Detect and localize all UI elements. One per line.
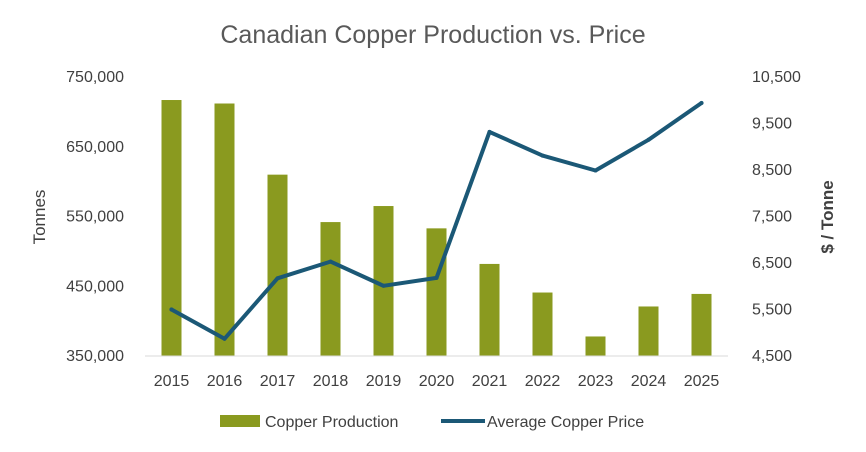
x-tick-label: 2021 bbox=[472, 373, 508, 390]
legend-label-average-copper-price: Average Copper Price bbox=[487, 414, 644, 431]
bar-series-copper-production bbox=[161, 100, 712, 356]
point-2023 bbox=[593, 168, 598, 173]
point-2020 bbox=[434, 275, 439, 280]
x-axis-ticks: 2015 2016 2017 2018 2019 2020 2021 2022 2023 2024… bbox=[154, 373, 720, 390]
point-2024 bbox=[646, 137, 651, 142]
bar-2022 bbox=[532, 292, 553, 356]
bar-2016 bbox=[214, 103, 235, 356]
bar-2020 bbox=[426, 228, 447, 356]
line-series-average-copper-price bbox=[169, 101, 704, 341]
point-2018 bbox=[328, 259, 333, 264]
left-tick-label: 350,000 bbox=[66, 348, 124, 365]
right-tick-label: 10,500 bbox=[752, 69, 801, 86]
point-2019 bbox=[381, 283, 386, 288]
bar-2019 bbox=[373, 206, 394, 356]
x-tick-label: 2015 bbox=[154, 373, 190, 390]
right-tick-label: 7,500 bbox=[752, 209, 792, 226]
bar-2021 bbox=[479, 263, 500, 356]
right-tick-label: 9,500 bbox=[752, 116, 792, 133]
x-tick-label: 2016 bbox=[207, 373, 243, 390]
y-right-axis-title: $ / Tonne bbox=[818, 180, 837, 253]
point-2025 bbox=[699, 101, 704, 106]
x-tick-label: 2025 bbox=[684, 373, 720, 390]
point-2021 bbox=[487, 129, 492, 134]
right-tick-label: 8,500 bbox=[752, 162, 792, 179]
y-left-axis-title: Tonnes bbox=[30, 190, 49, 245]
point-2017 bbox=[275, 276, 280, 281]
right-tick-label: 5,500 bbox=[752, 302, 792, 319]
x-tick-label: 2017 bbox=[260, 373, 296, 390]
point-2022 bbox=[540, 153, 545, 158]
x-tick-label: 2018 bbox=[313, 373, 349, 390]
legend-label-copper-production: Copper Production bbox=[265, 414, 398, 431]
point-2015 bbox=[169, 307, 174, 312]
legend: Copper Production Average Copper Price bbox=[220, 414, 644, 431]
x-tick-label: 2022 bbox=[525, 373, 561, 390]
bar-2025 bbox=[691, 293, 712, 356]
bar-2017 bbox=[267, 174, 288, 356]
point-2016 bbox=[222, 336, 227, 341]
left-tick-label: 650,000 bbox=[66, 139, 124, 156]
bar-2023 bbox=[585, 336, 606, 356]
bar-2015 bbox=[161, 100, 182, 356]
legend-swatch-copper-production bbox=[220, 415, 260, 427]
bar-2018 bbox=[320, 222, 341, 356]
left-axis-ticks: 350,000 450,000 550,000 650,000 750,000 bbox=[66, 69, 124, 365]
x-tick-label: 2023 bbox=[578, 373, 614, 390]
right-axis-ticks: 4,500 5,500 6,500 7,500 8,500 9,500 10,500 bbox=[752, 69, 801, 365]
left-tick-label: 550,000 bbox=[66, 209, 124, 226]
chart-title: Canadian Copper Production vs. Price bbox=[220, 21, 645, 49]
right-tick-label: 6,500 bbox=[752, 255, 792, 272]
x-tick-label: 2024 bbox=[631, 373, 667, 390]
left-tick-label: 450,000 bbox=[66, 278, 124, 295]
right-tick-label: 4,500 bbox=[752, 348, 792, 365]
bar-2024 bbox=[638, 306, 659, 356]
left-tick-label: 750,000 bbox=[66, 69, 124, 86]
x-tick-label: 2020 bbox=[419, 373, 455, 390]
x-tick-label: 2019 bbox=[366, 373, 402, 390]
